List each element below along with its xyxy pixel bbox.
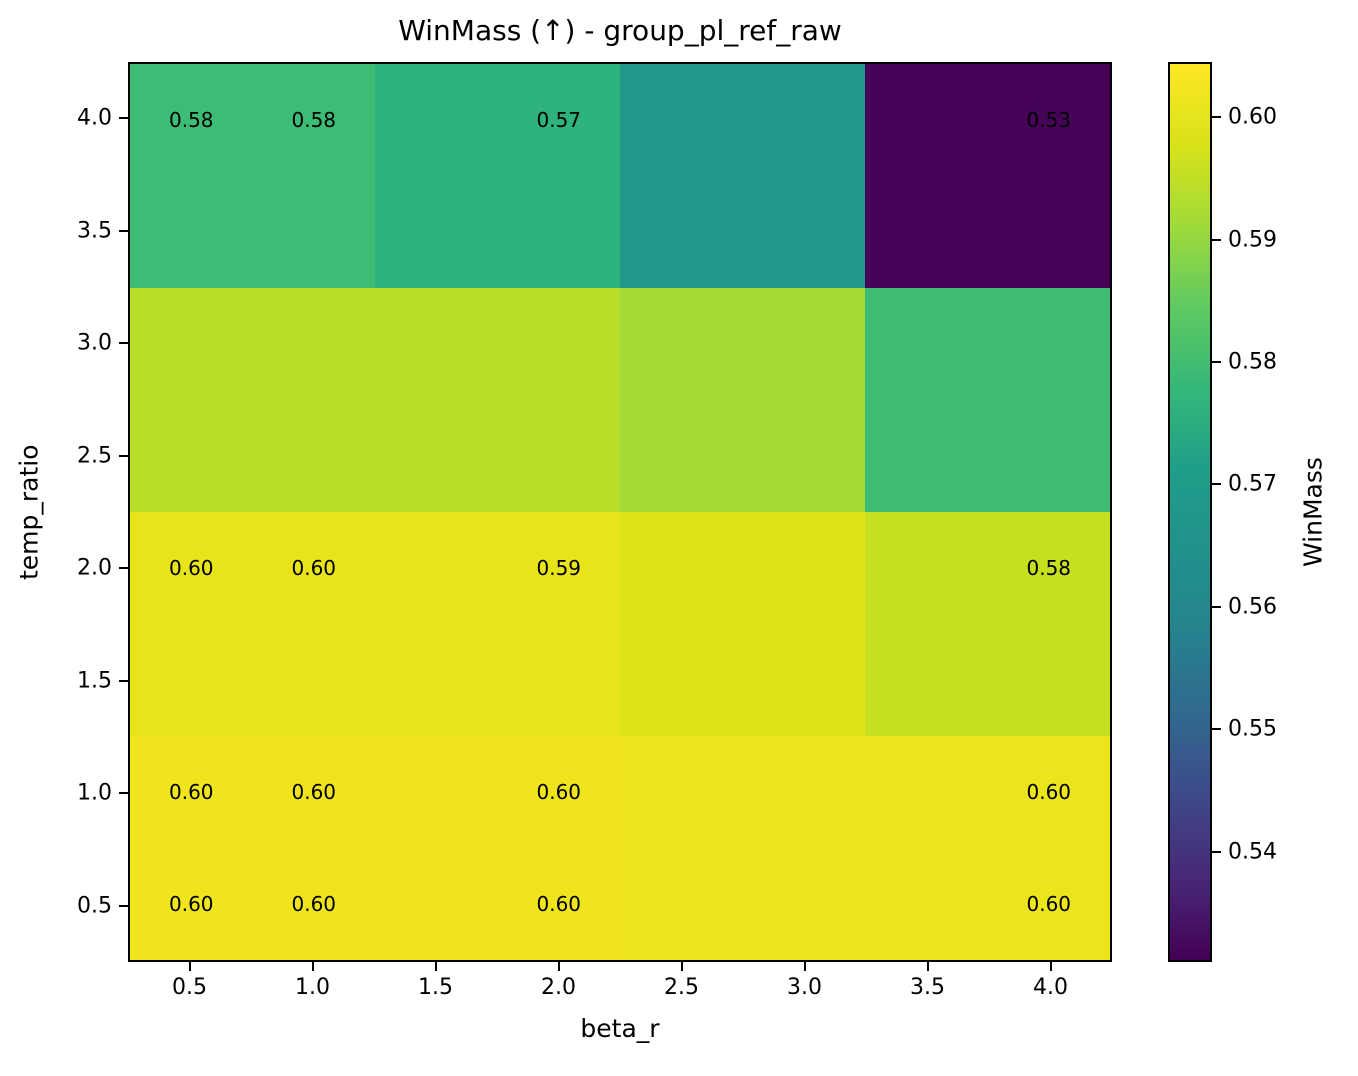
- colorbar-tick-mark: [1212, 605, 1221, 608]
- y-tick-mark: [119, 904, 128, 907]
- x-axis-label: beta_r: [580, 1014, 660, 1043]
- y-tick-label: 0.5: [77, 893, 112, 919]
- colorbar-tick-mark: [1212, 360, 1221, 363]
- x-tick-mark: [311, 962, 314, 971]
- cell-value-label: 0.58: [291, 108, 337, 132]
- y-tick-label: 2.5: [77, 443, 112, 469]
- y-tick-label: 1.5: [77, 668, 112, 694]
- cell-value-label: 0.60: [1026, 892, 1072, 916]
- y-axis-label: temp_ratio: [14, 444, 44, 580]
- heatmap-plot: 0.58 0.58 0.57 0.53 0.60 0.60 0.59 0.58 0.60 0.60…: [128, 62, 1112, 962]
- x-tick-label: 4.0: [1033, 975, 1068, 1000]
- x-tick-mark: [1049, 962, 1052, 971]
- colorbar-tick-mark: [1212, 850, 1221, 853]
- y-tick-mark: [119, 679, 128, 682]
- cell-value-label: 0.58: [168, 108, 214, 132]
- heatmap-cell-r3-c1: [375, 736, 622, 960]
- x-tick-label: 2.5: [664, 975, 699, 1000]
- colorbar-tick-mark: [1212, 116, 1221, 119]
- cell-value-label: 0.53: [1026, 108, 1072, 132]
- heatmap-cell-r1-c0: [130, 288, 377, 514]
- cell-value-label: 0.60: [291, 780, 337, 804]
- x-tick-label: 1.0: [295, 975, 330, 1000]
- y-tick-label: 1.0: [77, 780, 112, 806]
- heatmap-cell-r0-c2: [620, 64, 867, 290]
- x-tick-mark: [926, 962, 929, 971]
- y-tick-label: 2.0: [77, 555, 112, 581]
- x-axis: 0.5 1.0 1.5 2.0 2.5 3.0 3.5 4.0: [128, 962, 1112, 1008]
- colorbar-tick-label: 0.55: [1228, 716, 1277, 742]
- y-tick-mark: [119, 342, 128, 345]
- x-tick-mark: [557, 962, 560, 971]
- cell-value-label: 0.60: [291, 892, 337, 916]
- chart-title: WinMass (↑) - group_pl_ref_raw: [398, 14, 842, 47]
- colorbar-label: WinMass: [1298, 457, 1328, 567]
- x-tick-label: 3.0: [787, 975, 822, 1000]
- heatmap-cell-r1-c3: [865, 288, 1110, 514]
- cell-value-label: 0.58: [1026, 556, 1072, 580]
- colorbar-tick-label: 0.60: [1228, 104, 1277, 130]
- x-tick-label: 2.0: [541, 975, 576, 1000]
- colorbar-tick-label: 0.56: [1228, 594, 1277, 620]
- cell-value-label: 0.59: [536, 556, 582, 580]
- x-tick-mark: [434, 962, 437, 971]
- cell-value-label: 0.60: [1026, 780, 1072, 804]
- y-tick-mark: [119, 792, 128, 795]
- y-tick-label: 3.5: [77, 218, 112, 244]
- cell-value-label: 0.60: [291, 556, 337, 580]
- cell-value-label: 0.60: [168, 892, 214, 916]
- heatmap-cell-r3-c3: [865, 736, 1110, 960]
- y-tick-label: 4.0: [77, 105, 112, 131]
- colorbar-tick-label: 0.57: [1228, 471, 1277, 497]
- y-tick-mark: [119, 117, 128, 120]
- cell-value-label: 0.57: [536, 108, 582, 132]
- x-tick-mark: [803, 962, 806, 971]
- y-tick-mark: [119, 567, 128, 570]
- x-tick-label: 0.5: [172, 975, 207, 1000]
- cell-value-label: 0.60: [536, 780, 582, 804]
- cell-value-label: 0.60: [536, 892, 582, 916]
- x-tick-mark: [680, 962, 683, 971]
- colorbar-gradient: [1168, 62, 1212, 962]
- colorbar-tick-mark: [1212, 483, 1221, 486]
- colorbar-tick-mark: [1212, 238, 1221, 241]
- colorbar-tick-mark: [1212, 728, 1221, 731]
- heatmap-cell-r0-c1: [375, 64, 622, 290]
- heatmap-cell-r3-c0: [130, 736, 377, 960]
- heatmap-cell-r2-c2: [620, 512, 867, 738]
- x-tick-label: 1.5: [418, 975, 453, 1000]
- heatmap-cell-r1-c2: [620, 288, 867, 514]
- heatmap-cell-r2-c1: [375, 512, 622, 738]
- x-tick-mark: [188, 962, 191, 971]
- y-tick-mark: [119, 229, 128, 232]
- colorbar-tick-label: 0.54: [1228, 839, 1277, 865]
- colorbar-tick-area: 0.54 0.55 0.56 0.57 0.58 0.59 0.60: [1212, 62, 1298, 962]
- colorbar-tick-label: 0.58: [1228, 349, 1277, 375]
- y-tick-label: 3.0: [77, 330, 112, 356]
- heatmap-cell-r2-c3: [865, 512, 1110, 738]
- cell-value-label: 0.60: [168, 780, 214, 804]
- heatmap-cell-r3-c2: [620, 736, 867, 960]
- y-tick-mark: [119, 454, 128, 457]
- y-axis: 0.5 1.0 1.5 2.0 2.5 3.0 3.5 4.0: [38, 62, 128, 962]
- colorbar-tick-label: 0.59: [1228, 227, 1277, 253]
- heatmap-cell-r2-c0: [130, 512, 377, 738]
- heatmap-cell-r0-c3: [865, 64, 1110, 290]
- heatmap-cell-r0-c0: [130, 64, 377, 290]
- x-tick-label: 3.5: [910, 975, 945, 1000]
- heatmap-cell-r1-c1: [375, 288, 622, 514]
- cell-value-label: 0.60: [168, 556, 214, 580]
